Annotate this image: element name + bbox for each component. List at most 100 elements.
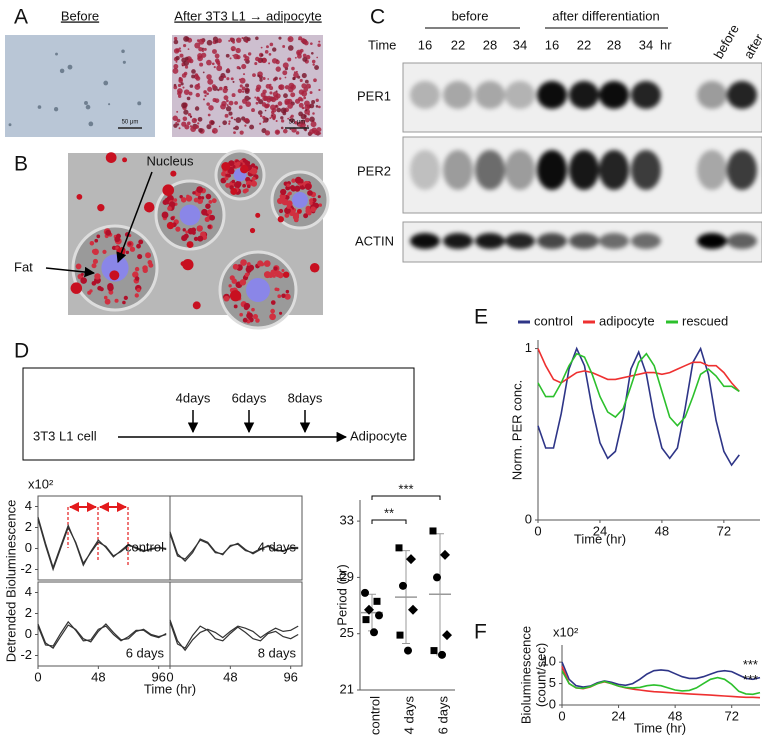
lipid xyxy=(260,262,265,267)
lipid xyxy=(136,287,141,293)
multiplier: x10² xyxy=(28,476,54,491)
lipid xyxy=(107,284,114,292)
lipid xyxy=(316,56,319,59)
lipid xyxy=(276,59,279,61)
lipid xyxy=(173,198,178,202)
lipid xyxy=(201,52,207,58)
lipid xyxy=(96,234,101,239)
lipid xyxy=(257,74,260,77)
lipid xyxy=(275,130,280,134)
lipid xyxy=(176,118,181,123)
lipid xyxy=(218,86,223,91)
lipid xyxy=(301,90,308,97)
lipid xyxy=(305,54,311,60)
speck xyxy=(88,121,94,127)
sig-label: *** xyxy=(398,481,413,496)
lipid xyxy=(245,180,252,187)
lipid xyxy=(251,176,256,181)
lipid xyxy=(114,298,119,303)
data-line xyxy=(537,348,740,392)
lipid xyxy=(134,293,139,298)
lipid xyxy=(304,128,307,132)
annotation: *** xyxy=(743,657,758,672)
point xyxy=(399,581,407,590)
lipid xyxy=(226,77,230,81)
lipid xyxy=(304,117,310,123)
lipid xyxy=(170,216,175,221)
time-tick: 28 xyxy=(607,37,621,52)
lipid xyxy=(263,260,271,267)
lipid xyxy=(300,119,306,126)
lipid xyxy=(283,93,288,99)
lipid xyxy=(317,105,321,109)
speck xyxy=(108,103,111,106)
lipid xyxy=(132,271,139,278)
lipid xyxy=(179,53,184,58)
lipid xyxy=(304,79,309,84)
lipid xyxy=(313,78,317,83)
lipid xyxy=(197,198,204,205)
lipid xyxy=(237,57,239,60)
y-axis-label: Period (hr) xyxy=(334,564,349,625)
speck xyxy=(55,52,58,56)
lipid xyxy=(268,62,271,65)
lipid xyxy=(189,84,194,88)
lipid xyxy=(268,52,272,56)
lipid xyxy=(272,47,277,52)
speck xyxy=(85,104,91,110)
droplet xyxy=(240,164,249,174)
lipid xyxy=(228,111,233,116)
band xyxy=(505,150,535,190)
lipid xyxy=(197,195,202,200)
lipid xyxy=(196,39,200,42)
band xyxy=(727,150,757,190)
point xyxy=(438,650,446,659)
band xyxy=(727,233,757,249)
lipid xyxy=(105,229,112,236)
lipid xyxy=(301,72,307,79)
lipid xyxy=(228,100,234,106)
droplet xyxy=(97,204,105,212)
scale-label: 50 μm xyxy=(289,120,306,126)
lipid xyxy=(204,216,210,222)
lipid xyxy=(269,42,274,47)
droplet xyxy=(122,157,128,163)
lipid xyxy=(300,98,304,102)
lipid xyxy=(161,211,169,219)
lipid xyxy=(281,269,285,273)
lipid xyxy=(290,186,297,192)
image-title: After 3T3 L1 → adipocyte xyxy=(174,8,321,23)
lipid xyxy=(137,253,143,260)
lipid xyxy=(197,82,200,86)
lipid xyxy=(187,112,192,117)
lipid xyxy=(204,94,207,98)
lipid xyxy=(173,48,180,54)
lipid xyxy=(314,65,320,70)
lipid xyxy=(309,91,313,95)
band xyxy=(697,233,727,249)
lipid xyxy=(115,233,121,239)
lipid xyxy=(233,304,238,309)
lipid xyxy=(257,59,262,63)
lipid xyxy=(179,195,183,199)
lipid xyxy=(180,82,184,86)
lipid xyxy=(176,110,179,113)
lipid xyxy=(274,76,278,81)
lipid xyxy=(260,46,263,49)
droplet xyxy=(182,258,194,271)
lipid xyxy=(218,75,224,82)
band xyxy=(537,233,567,249)
y-tick-label: 4 xyxy=(25,498,32,513)
y-tick-label: 21 xyxy=(340,681,354,696)
lipid xyxy=(221,171,227,177)
time-tick: 34 xyxy=(639,37,653,52)
droplet xyxy=(186,241,194,249)
lipid xyxy=(287,45,294,51)
scheme-label: Adipocyte xyxy=(350,428,407,443)
point xyxy=(406,554,416,565)
lane-label: before xyxy=(711,22,742,61)
band xyxy=(697,150,727,190)
droplet xyxy=(277,216,284,223)
lipid xyxy=(247,52,252,56)
lipid xyxy=(284,98,291,105)
